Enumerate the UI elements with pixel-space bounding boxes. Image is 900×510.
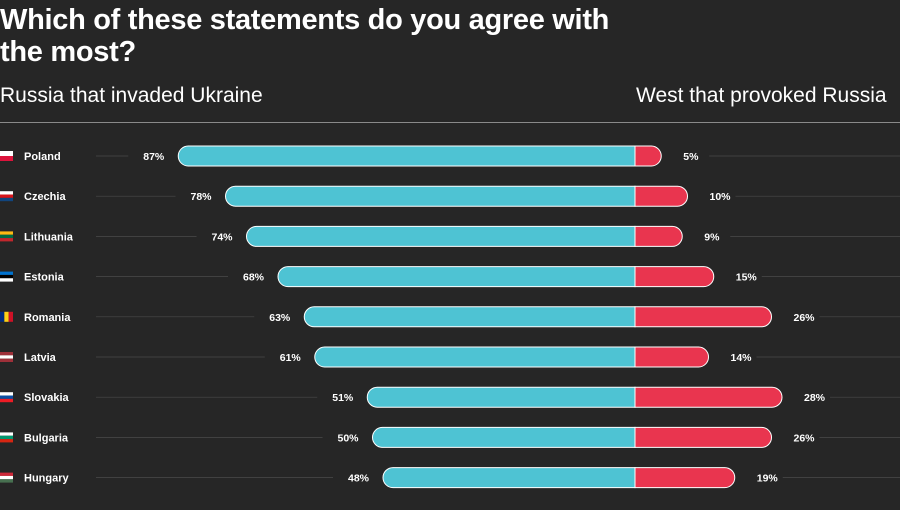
- flag-stripe: [0, 472, 13, 476]
- bar-provoked: [634, 426, 772, 448]
- value-label-invaded: 68%: [243, 272, 265, 284]
- value-label-provoked: 10%: [710, 191, 732, 203]
- bar-invaded: [277, 266, 636, 288]
- bar-invaded: [314, 346, 636, 368]
- value-label-invaded: 61%: [280, 352, 302, 364]
- flag-stripe: [0, 197, 13, 202]
- country-label: Poland: [24, 151, 61, 163]
- bar-invaded: [246, 225, 636, 247]
- value-label-invaded: 78%: [190, 191, 212, 203]
- flag-stripe: [0, 151, 13, 156]
- bar-provoked: [634, 225, 683, 247]
- bar-provoked: [634, 185, 688, 207]
- bar-invaded: [225, 185, 636, 207]
- country-label: Romania: [24, 312, 71, 324]
- flag-stripe: [0, 238, 13, 242]
- flag-stripe: [0, 352, 13, 356]
- value-label-provoked: 14%: [731, 352, 753, 364]
- bar-provoked: [634, 266, 715, 288]
- flag-stripe: [4, 311, 9, 322]
- value-label-provoked: 28%: [804, 392, 826, 404]
- country-label: Czechia: [24, 191, 66, 203]
- flag-stripe: [0, 156, 13, 161]
- flag-stripe: [0, 432, 13, 436]
- value-label-provoked: 5%: [683, 151, 699, 163]
- bar-invaded: [303, 306, 636, 328]
- bar-provoked: [634, 306, 772, 328]
- country-label: Hungary: [24, 473, 70, 485]
- bar-invaded: [382, 467, 636, 489]
- country-label: Bulgaria: [24, 432, 69, 444]
- country-label: Latvia: [24, 352, 57, 364]
- bar-invaded: [366, 386, 636, 408]
- flag-stripe: [0, 395, 13, 399]
- flag-stripe: [0, 194, 13, 198]
- left-statement-label: Russia that invaded Ukraine: [0, 84, 263, 107]
- bar-invaded: [372, 426, 636, 448]
- value-label-invaded: 74%: [211, 231, 233, 243]
- bar-provoked: [634, 145, 662, 167]
- flag-stripe: [0, 435, 13, 440]
- country-label: Lithuania: [24, 231, 74, 243]
- flag-stripe: [0, 358, 13, 362]
- bar-provoked: [634, 467, 736, 489]
- flag-stripe: [0, 439, 13, 443]
- flag-stripe: [0, 392, 13, 396]
- chart-title: Which of these statements do you agree w…: [0, 4, 610, 68]
- value-label-provoked: 19%: [757, 473, 779, 485]
- flag-stripe: [0, 234, 13, 239]
- flag-stripe: [0, 479, 13, 483]
- flag-stripe: [0, 355, 13, 359]
- flag-stripe: [0, 311, 5, 322]
- flag-stripe: [0, 191, 13, 195]
- flag-stripe: [0, 398, 13, 403]
- country-label: Slovakia: [24, 392, 70, 404]
- flag-stripe: [0, 271, 13, 275]
- value-label-provoked: 9%: [704, 231, 720, 243]
- header-divider: [0, 122, 900, 123]
- flag-stripe: [0, 231, 13, 235]
- value-label-invaded: 50%: [337, 432, 359, 444]
- value-label-provoked: 15%: [736, 272, 758, 284]
- flag-stripe: [0, 278, 13, 282]
- flag-stripe: [8, 311, 13, 322]
- flag-stripe: [0, 274, 13, 279]
- value-label-invaded: 51%: [332, 392, 354, 404]
- bar-invaded: [177, 145, 636, 167]
- value-label-provoked: 26%: [794, 432, 816, 444]
- bar-provoked: [634, 346, 709, 368]
- value-label-invaded: 63%: [269, 312, 291, 324]
- right-statement-label: West that provoked Russia: [636, 84, 887, 107]
- value-label-invaded: 87%: [143, 151, 165, 163]
- country-label: Estonia: [24, 272, 65, 284]
- flag-stripe: [0, 475, 13, 480]
- bar-provoked: [634, 386, 783, 408]
- value-label-invaded: 48%: [348, 473, 370, 485]
- value-label-provoked: 26%: [794, 312, 816, 324]
